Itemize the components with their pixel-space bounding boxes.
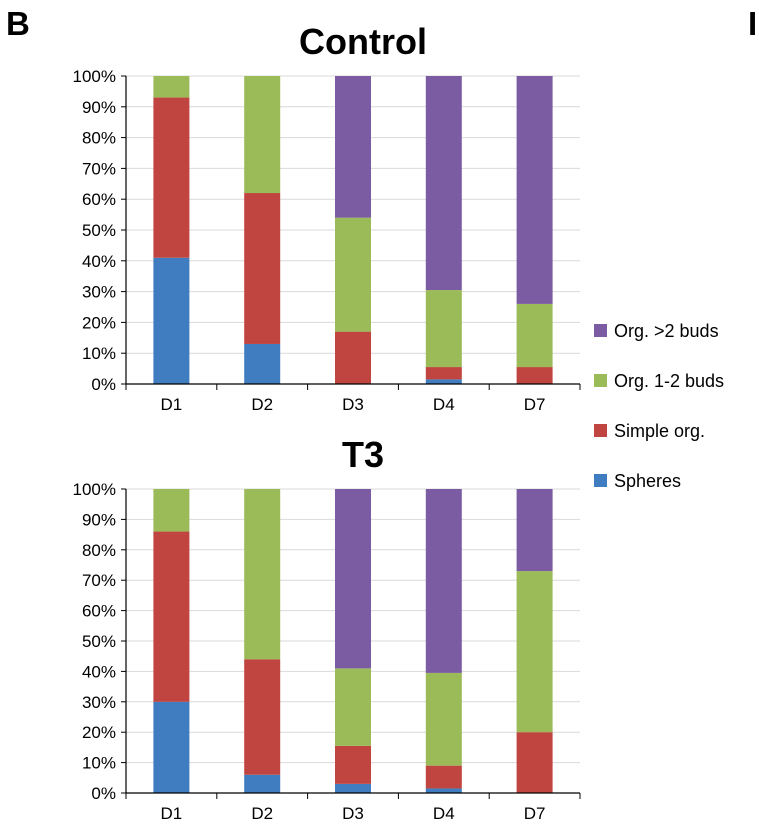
- bar-segment-d4: [425, 489, 462, 673]
- bar-segment-d1: [153, 489, 190, 532]
- bar-segment-d2: [244, 343, 281, 384]
- bar-segment-d1: [153, 531, 190, 702]
- bar-segment-d1: [153, 701, 190, 793]
- bar-segment-d3: [335, 489, 371, 669]
- legend-label-1: Org. >2 buds: [614, 321, 719, 341]
- y-tick-label: 30%: [82, 283, 116, 302]
- y-tick-label: 30%: [82, 693, 116, 712]
- bar-segment-d3: [335, 217, 371, 332]
- y-tick-label: 80%: [82, 541, 116, 560]
- x-tick-label: D2: [251, 395, 273, 414]
- y-tick-label: 60%: [82, 602, 116, 621]
- y-tick-label: 20%: [82, 313, 116, 332]
- bar-segment-d7: [516, 571, 553, 733]
- bar-segment-d3: [335, 76, 371, 218]
- y-tick-label: 60%: [82, 190, 116, 209]
- y-tick-label: 10%: [82, 344, 116, 363]
- y-tick-label: 90%: [82, 510, 116, 529]
- legend-label-3: Simple org.: [614, 421, 705, 441]
- x-tick-label: D3: [342, 395, 364, 414]
- x-tick-label: D3: [342, 804, 364, 823]
- x-tick-label: D1: [161, 804, 183, 823]
- y-tick-label: 100%: [73, 480, 116, 499]
- bar-segment-d4: [425, 379, 462, 384]
- y-tick-label: 50%: [82, 632, 116, 651]
- bar-segment-d7: [516, 76, 553, 304]
- next-panel-label: I: [748, 5, 758, 42]
- y-tick-label: 70%: [82, 159, 116, 178]
- y-tick-label: 90%: [82, 98, 116, 117]
- y-tick-label: 50%: [82, 221, 116, 240]
- x-tick-label: D4: [433, 395, 455, 414]
- bar-segment-d1: [153, 76, 190, 98]
- legend-swatch-4: [594, 474, 607, 487]
- y-tick-label: 10%: [82, 754, 116, 773]
- y-tick-label: 0%: [91, 784, 116, 803]
- bar-segment-d4: [425, 672, 462, 766]
- legend-swatch-3: [594, 424, 607, 437]
- x-tick-label: D4: [433, 804, 455, 823]
- y-tick-label: 100%: [73, 67, 116, 86]
- panel-label: B: [6, 5, 30, 42]
- bar-segment-d2: [244, 489, 281, 660]
- x-tick-label: D7: [524, 804, 546, 823]
- bar-segment-d3: [335, 783, 371, 793]
- bar-segment-d4: [425, 290, 462, 368]
- chart-title-2: T3: [342, 434, 384, 475]
- legend-swatch-2: [594, 374, 607, 387]
- bar-segment-d7: [516, 367, 553, 384]
- x-tick-label: D7: [524, 395, 546, 414]
- y-tick-label: 40%: [82, 662, 116, 681]
- x-tick-label: D2: [251, 804, 273, 823]
- legend-swatch-1: [594, 324, 607, 337]
- legend-label-4: Spheres: [614, 471, 681, 491]
- bar-segment-d2: [244, 193, 281, 344]
- y-tick-label: 80%: [82, 129, 116, 148]
- bar-segment-d1: [153, 257, 190, 384]
- bar-segment-d3: [335, 668, 371, 746]
- bar-segment-d2: [244, 774, 281, 793]
- bar-segment-d7: [516, 732, 553, 793]
- y-tick-label: 20%: [82, 723, 116, 742]
- bar-segment-d4: [425, 367, 462, 380]
- bar-segment-d7: [516, 303, 553, 368]
- y-tick-label: 0%: [91, 375, 116, 394]
- chart-title-1: Control: [299, 21, 427, 62]
- bar-segment-d4: [425, 788, 462, 793]
- x-tick-label: D1: [161, 395, 183, 414]
- y-tick-label: 70%: [82, 571, 116, 590]
- legend-label-2: Org. 1-2 buds: [614, 371, 724, 391]
- bar-segment-d3: [335, 331, 371, 384]
- bar-segment-d3: [335, 745, 371, 784]
- bar-segment-d4: [425, 765, 462, 789]
- bar-segment-d2: [244, 659, 281, 775]
- bar-segment-d4: [425, 76, 462, 291]
- y-tick-label: 40%: [82, 252, 116, 271]
- bar-segment-d7: [516, 489, 553, 572]
- bar-segment-d2: [244, 76, 281, 194]
- bar-segment-d1: [153, 97, 190, 258]
